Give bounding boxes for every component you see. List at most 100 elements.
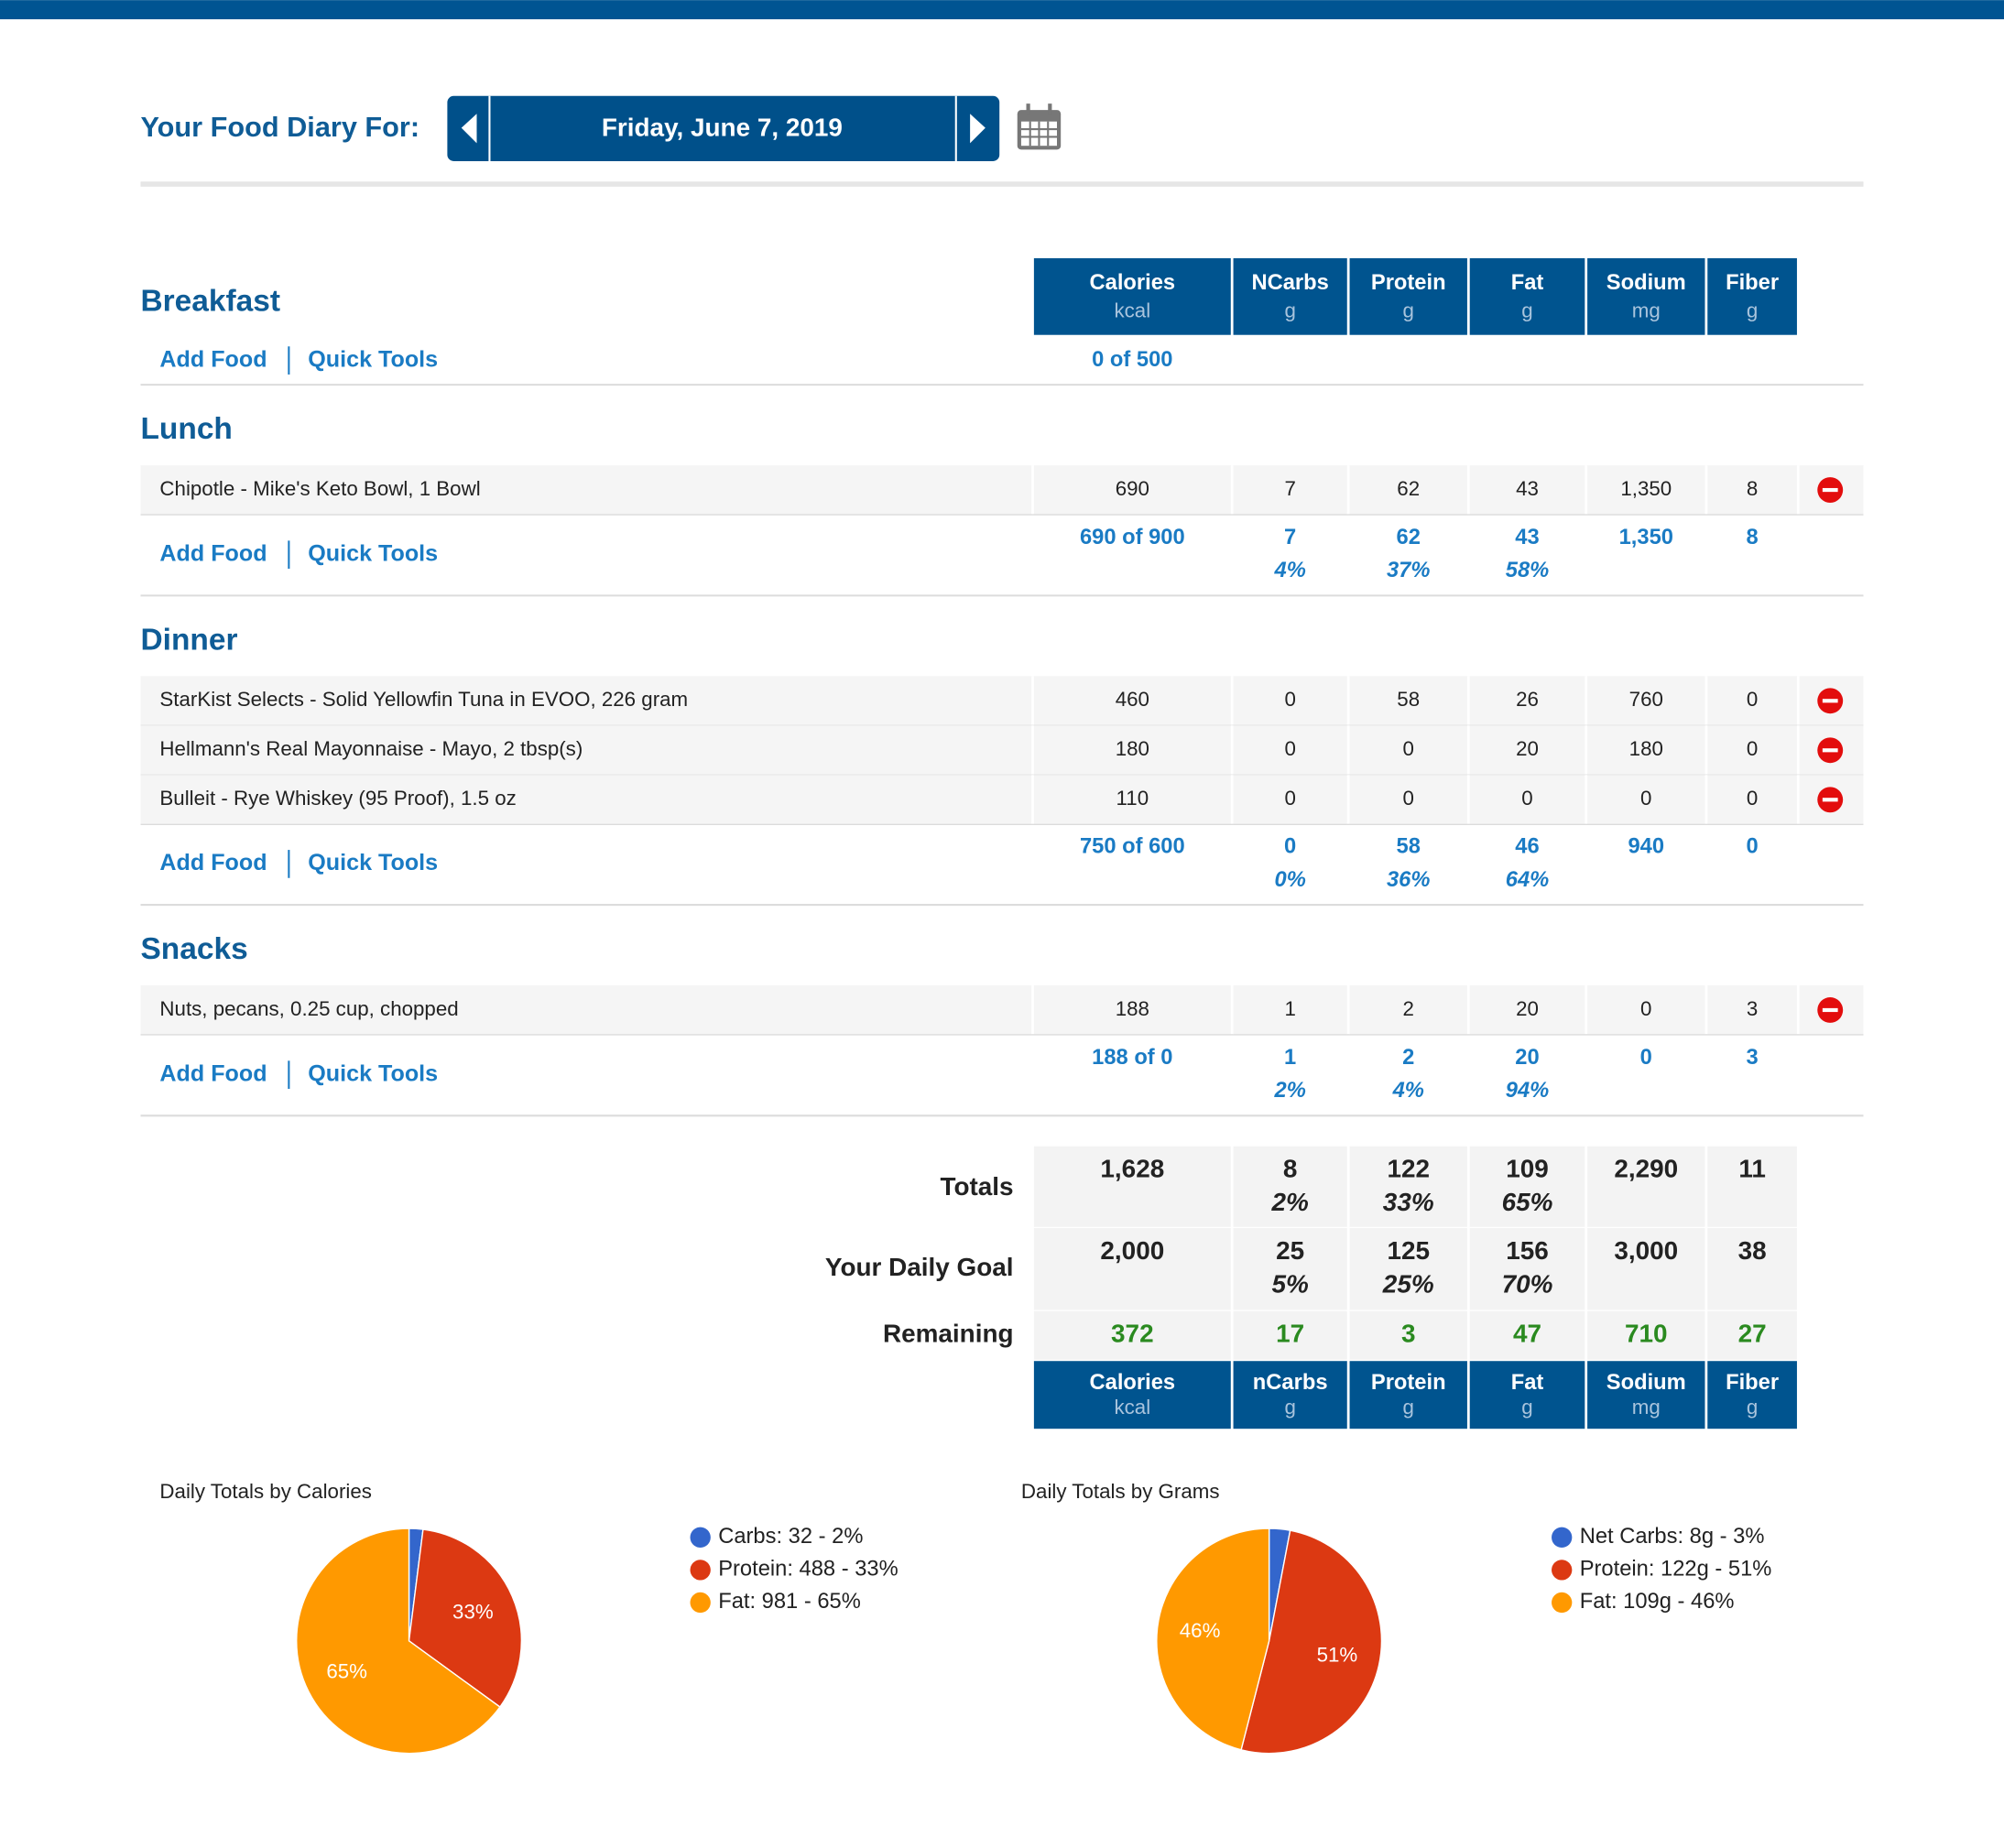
total-value: 17 xyxy=(1276,1320,1304,1348)
food-value: 2 xyxy=(1403,997,1414,1020)
total-value: 25 xyxy=(1276,1236,1304,1265)
pie-slice xyxy=(296,1527,501,1755)
total-cell xyxy=(1587,1228,1705,1310)
add-food[interactable]: Add Food xyxy=(159,850,267,875)
legend-swatch xyxy=(690,1527,711,1548)
legend-swatch xyxy=(690,1592,711,1614)
meal-total: 0 xyxy=(1747,835,1759,859)
total-cell xyxy=(1469,1228,1585,1310)
food-value: 1 xyxy=(1284,997,1295,1020)
meal-percent: 37% xyxy=(1387,559,1430,582)
quick-tools[interactable]: Quick Tools xyxy=(308,540,438,566)
legend-swatch xyxy=(690,1560,711,1581)
slice-label: 65% xyxy=(326,1659,367,1682)
meal-total: 3 xyxy=(1747,1046,1759,1070)
column-name: Protein xyxy=(1371,271,1446,295)
meal-total: 8 xyxy=(1747,526,1759,549)
quick-tools[interactable]: Quick Tools xyxy=(308,1060,438,1086)
column-unit: g xyxy=(1747,299,1758,321)
legend-label: Fat: 109g - 46% xyxy=(1580,1590,1735,1614)
meal-total: 58 xyxy=(1397,835,1421,859)
total-cell xyxy=(1033,1228,1231,1310)
food-value: 20 xyxy=(1516,997,1539,1020)
add-food[interactable]: Add Food xyxy=(159,1060,267,1086)
pie-slice xyxy=(1240,1529,1382,1755)
food-value: 0 xyxy=(1747,737,1758,760)
column-name: Sodium xyxy=(1606,271,1686,295)
food-value: 62 xyxy=(1397,477,1420,500)
column-header xyxy=(1587,257,1705,335)
total-cell xyxy=(1707,1310,1797,1360)
total-cell xyxy=(1349,1310,1467,1360)
meal-percent: 58% xyxy=(1506,559,1549,582)
total-value: 372 xyxy=(1111,1320,1154,1348)
total-percent: 5% xyxy=(1272,1269,1310,1298)
meal-total: 46 xyxy=(1515,835,1539,859)
total-percent: 70% xyxy=(1502,1269,1553,1298)
total-value: 710 xyxy=(1625,1320,1668,1348)
add-food[interactable]: Add Food xyxy=(159,540,267,566)
total-cell xyxy=(1033,1310,1231,1360)
slice-label: 46% xyxy=(1180,1619,1221,1642)
food-value: 20 xyxy=(1516,737,1539,760)
total-value: 1,628 xyxy=(1100,1155,1164,1183)
meal-calories: 188 of 0 xyxy=(1092,1046,1172,1070)
total-label: Your Daily Goal xyxy=(825,1253,1014,1281)
meal-total: 1,350 xyxy=(1619,526,1673,549)
food-value: 0 xyxy=(1403,737,1414,760)
column-unit: g xyxy=(1521,299,1532,321)
prev-day[interactable] xyxy=(461,114,477,144)
remove-icon xyxy=(1822,487,1838,493)
total-label: Remaining xyxy=(883,1320,1014,1348)
meal-percent: 36% xyxy=(1387,868,1430,892)
legend-label: Carbs: 32 - 2% xyxy=(718,1525,863,1549)
total-label: Totals xyxy=(940,1172,1013,1201)
chart-title: Daily Totals by Grams xyxy=(1021,1480,1220,1503)
food-value: 7 xyxy=(1284,477,1295,500)
legend-label: Protein: 122g - 51% xyxy=(1580,1558,1772,1582)
food-name: Nuts, pecans, 0.25 cup, chopped xyxy=(159,997,458,1020)
column-name: Fiber xyxy=(1726,1371,1779,1395)
meal-name: Breakfast xyxy=(140,285,280,319)
total-value: 47 xyxy=(1513,1320,1541,1348)
column-name: Sodium xyxy=(1606,1371,1686,1395)
total-cell xyxy=(1349,1228,1467,1310)
food-row xyxy=(140,725,1864,776)
total-cell xyxy=(1033,1146,1231,1227)
header-divider xyxy=(140,181,1864,187)
food-name: Hellmann's Real Mayonnaise - Mayo, 2 tbs… xyxy=(159,737,583,760)
column-name: nCarbs xyxy=(1253,1371,1328,1395)
column-unit: g xyxy=(1521,1396,1532,1419)
total-cell xyxy=(1587,1310,1705,1360)
food-value: 0 xyxy=(1403,787,1414,810)
total-value: 27 xyxy=(1738,1320,1767,1348)
food-value: 3 xyxy=(1747,997,1758,1020)
slice-label: 51% xyxy=(1317,1643,1358,1666)
meal-total: 0 xyxy=(1284,835,1296,859)
food-row xyxy=(140,984,1864,1035)
total-value: 109 xyxy=(1506,1155,1549,1183)
food-value: 0 xyxy=(1747,787,1758,810)
meal-percent: 64% xyxy=(1506,868,1549,892)
next-day[interactable] xyxy=(970,114,986,144)
total-value: 156 xyxy=(1506,1236,1549,1265)
meal-name: Snacks xyxy=(140,932,247,966)
food-value: 1,350 xyxy=(1620,477,1672,500)
quick-tools[interactable]: Quick Tools xyxy=(308,346,438,372)
meal-total: 940 xyxy=(1628,835,1664,859)
total-value: 2,290 xyxy=(1614,1155,1678,1183)
legend-label: Fat: 981 - 65% xyxy=(718,1590,861,1614)
add-food[interactable]: Add Food xyxy=(159,346,267,372)
food-value: 0 xyxy=(1640,997,1651,1020)
quick-tools[interactable]: Quick Tools xyxy=(308,850,438,875)
food-row xyxy=(140,465,1864,516)
column-name: Fat xyxy=(1511,271,1544,295)
meal-percent: 4% xyxy=(1392,1079,1424,1103)
total-percent: 25% xyxy=(1382,1269,1434,1298)
column-header xyxy=(1707,1361,1797,1429)
total-percent: 65% xyxy=(1502,1188,1553,1216)
calendar-icon[interactable] xyxy=(1017,103,1062,150)
meal-calories: 0 of 500 xyxy=(1092,348,1172,372)
date: Friday, June 7, 2019 xyxy=(602,113,843,141)
